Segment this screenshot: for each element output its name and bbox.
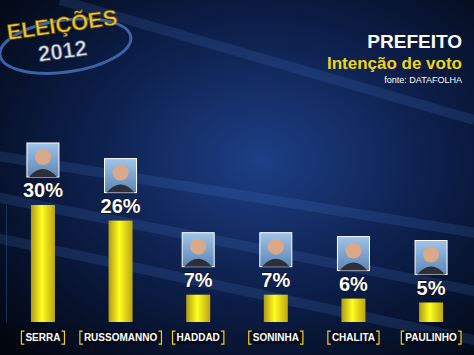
label-bracket xyxy=(401,331,461,344)
label-bracket xyxy=(21,331,64,344)
y-axis-line xyxy=(6,206,7,323)
subtitle: Intenção de voto xyxy=(327,54,462,73)
streak xyxy=(60,0,474,120)
label-bg xyxy=(80,331,162,344)
category-label: CHALITA xyxy=(332,332,375,343)
x-tick: PAULINHO xyxy=(401,326,461,344)
x-axis: SERRA RUSSOMANNO HADDAD SONINHA CHALITA PAULI… xyxy=(21,326,461,344)
photo-frame xyxy=(337,237,369,271)
photo-face xyxy=(113,165,129,181)
bar xyxy=(341,299,365,322)
logo: ELEIÇÕES2012 xyxy=(0,3,134,81)
logo-year: 2012 xyxy=(37,35,89,67)
photo xyxy=(182,233,214,267)
category-label: PAULINHO xyxy=(405,332,457,343)
x-tick: CHALITA xyxy=(328,326,379,344)
photo-body xyxy=(262,259,290,267)
chart-svg: ELEIÇÕES2012 PREFEITO Intenção de voto font… xyxy=(0,0,474,355)
category-label: RUSSOMANNO xyxy=(84,332,158,343)
photo-face xyxy=(35,149,51,165)
streaks xyxy=(0,0,474,350)
bar xyxy=(264,295,288,322)
x-tick: SERRA xyxy=(21,326,64,344)
data-labels: 30% 26% 7% 7% 6% 5% xyxy=(23,179,446,299)
bar xyxy=(109,221,133,322)
label-bracket xyxy=(80,331,162,344)
bar xyxy=(419,303,443,323)
photo-face xyxy=(268,239,284,255)
category-label: SONINHA xyxy=(253,332,299,343)
category-label: SERRA xyxy=(25,332,60,343)
photo xyxy=(27,143,59,177)
photo-frame xyxy=(260,233,292,267)
streak xyxy=(0,150,474,240)
x-tick: HADDAD xyxy=(173,326,224,344)
chart-container: ELEIÇÕES2012 PREFEITO Intenção de voto font… xyxy=(0,0,474,355)
data-label: 26% xyxy=(101,195,141,217)
photo-frame xyxy=(182,233,214,267)
photo-face xyxy=(423,247,439,263)
bar xyxy=(186,295,210,322)
label-bracket xyxy=(249,331,303,344)
photo-face xyxy=(190,239,206,255)
photo-frame xyxy=(27,143,59,177)
photos xyxy=(27,143,447,275)
category-label: HADDAD xyxy=(177,332,220,343)
x-tick: SONINHA xyxy=(249,326,303,344)
x-tick: RUSSOMANNO xyxy=(80,326,162,344)
label-bg xyxy=(401,331,461,344)
title: PREFEITO xyxy=(367,31,462,52)
photo-frame xyxy=(105,159,137,193)
data-label: 5% xyxy=(417,277,446,299)
bar xyxy=(31,205,55,322)
data-label: 6% xyxy=(339,273,368,295)
label-bracket xyxy=(328,331,379,344)
label-bg xyxy=(328,331,379,344)
photo-body xyxy=(29,169,57,177)
photo-face xyxy=(345,243,361,259)
photo-body xyxy=(339,263,367,271)
photo xyxy=(105,159,137,193)
label-bg xyxy=(21,331,64,344)
streak xyxy=(0,230,474,350)
data-label: 30% xyxy=(23,179,63,201)
source: fonte: DATAFOLHA xyxy=(384,75,462,85)
label-bracket xyxy=(173,331,224,344)
bars xyxy=(31,205,443,322)
label-bg xyxy=(249,331,303,344)
background xyxy=(0,0,474,355)
photo xyxy=(260,233,292,267)
photo-frame xyxy=(415,241,447,275)
photo-body xyxy=(184,259,212,267)
photo xyxy=(415,241,447,275)
data-label: 7% xyxy=(261,269,290,291)
photo-body xyxy=(107,185,135,193)
photo xyxy=(337,237,369,271)
y-axis xyxy=(6,206,7,323)
data-label: 7% xyxy=(184,269,213,291)
label-bg xyxy=(173,331,224,344)
streak xyxy=(0,190,474,300)
photo-body xyxy=(417,267,445,275)
